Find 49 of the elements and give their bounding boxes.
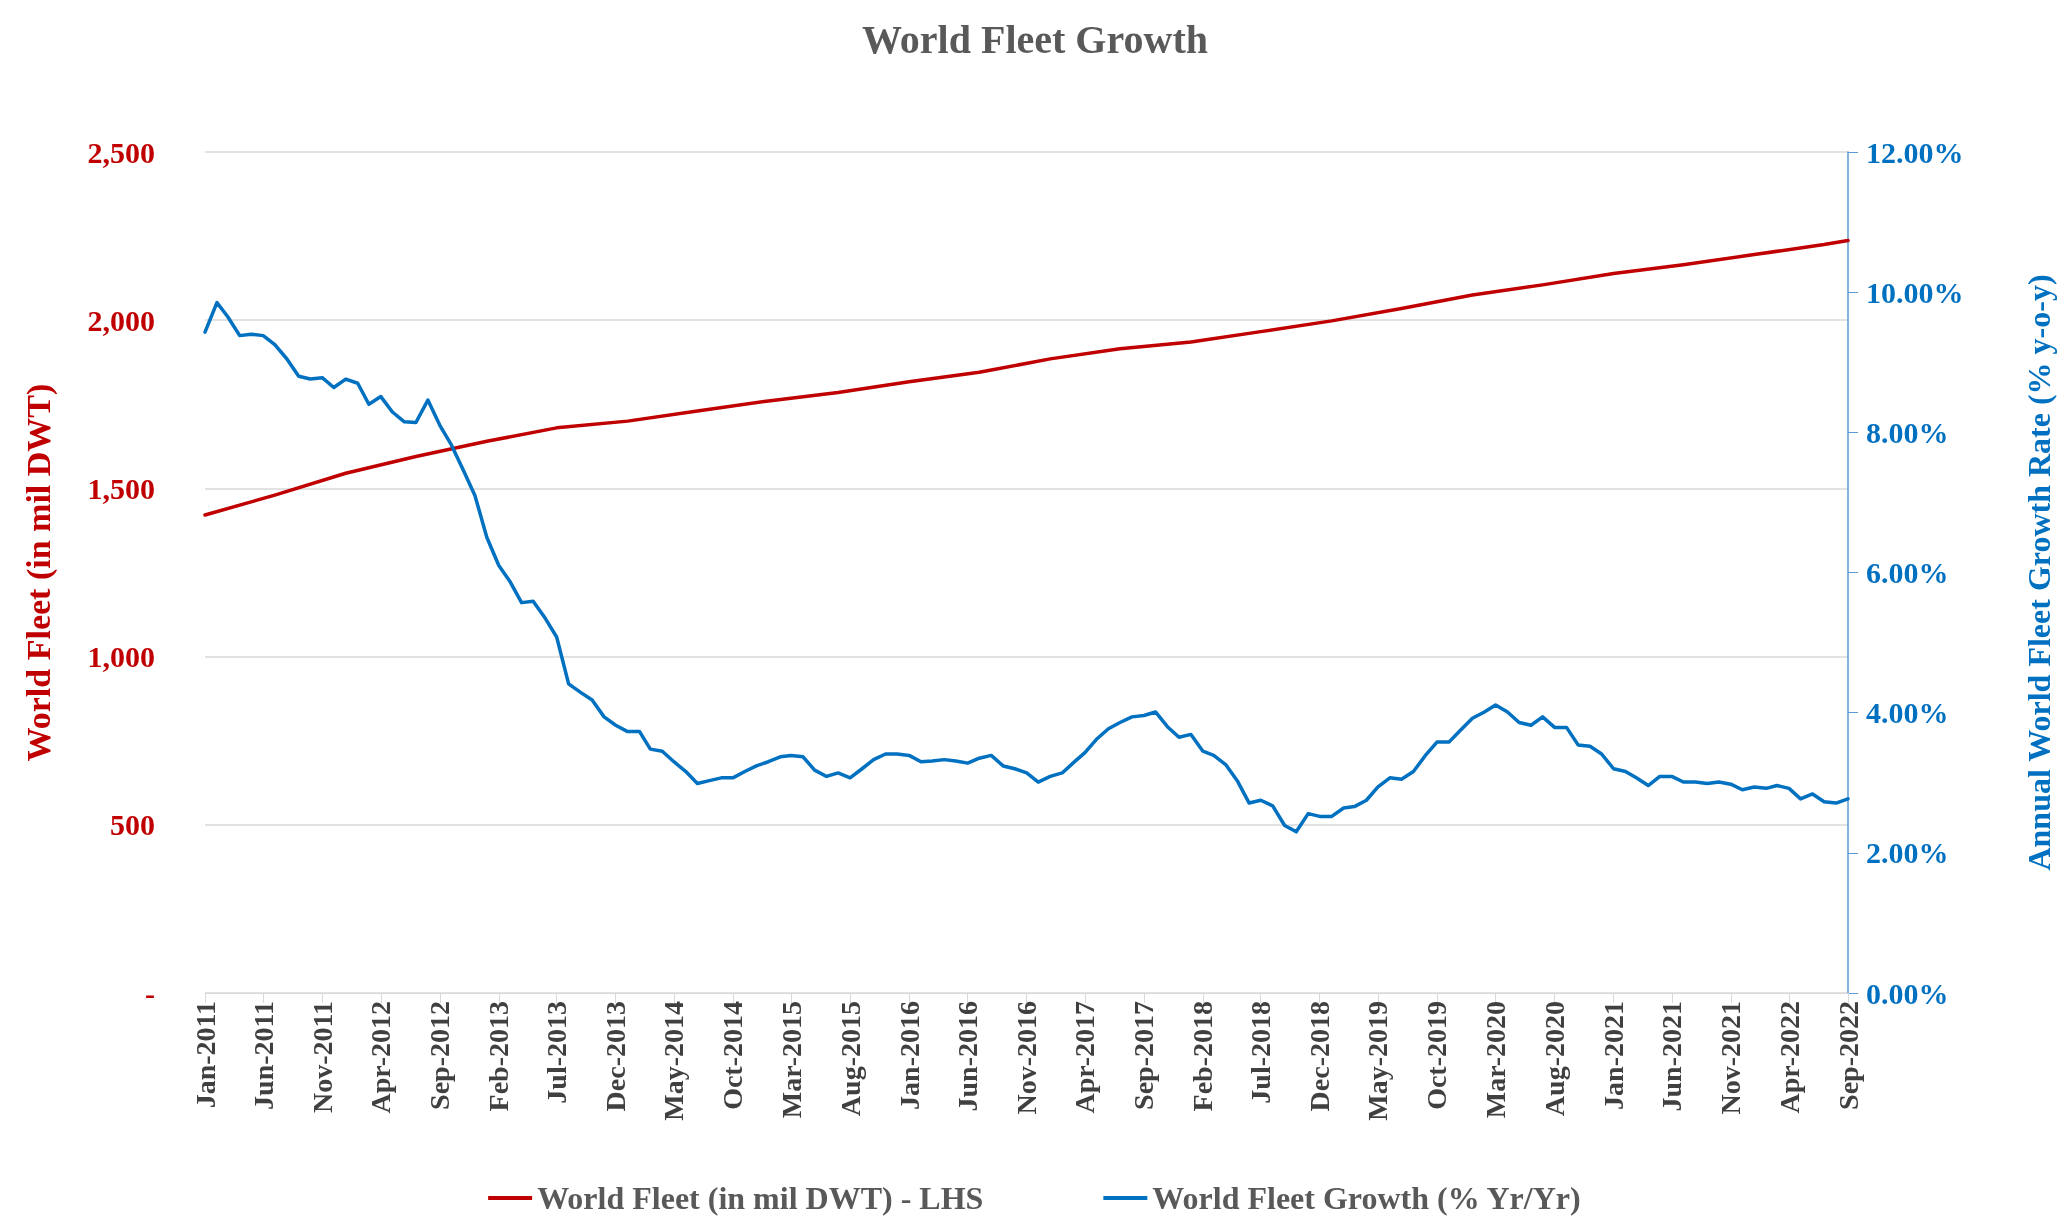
x-tick-label: Jan-2016 xyxy=(893,1001,925,1110)
y2-tick-label: 0.00% xyxy=(1866,976,1949,1010)
x-tick-label: Nov-2016 xyxy=(1011,1001,1043,1115)
x-tick-label: Feb-2018 xyxy=(1187,1001,1219,1112)
y-tick-label: 2,500 xyxy=(87,135,155,169)
chart-title: World Fleet Growth xyxy=(862,16,1208,62)
y2-tick-label: 6.00% xyxy=(1866,556,1949,589)
y-tick-label: - xyxy=(145,976,155,1010)
x-tick-label: Nov-2011 xyxy=(306,1001,338,1113)
x-tick-label: Oct-2019 xyxy=(1421,1001,1453,1110)
legend-label: World Fleet (in mil DWT) - LHS xyxy=(537,1180,984,1216)
y-tick-label: 2,000 xyxy=(87,303,155,337)
x-tick-label: Jun-2011 xyxy=(247,1001,279,1110)
x-tick-label: Sep-2012 xyxy=(424,1001,456,1110)
y-axis-title: World Fleet (in mil DWT) xyxy=(19,383,58,762)
x-tick-label: Jul-2018 xyxy=(1245,1001,1277,1104)
x-tick-label: Jan-2021 xyxy=(1598,1001,1630,1110)
line-series xyxy=(203,238,1850,517)
x-tick-label: Jan-2011 xyxy=(189,1001,221,1109)
x-tick-label: Jul-2013 xyxy=(541,1001,573,1104)
x-tick-label: Dec-2018 xyxy=(1304,1001,1336,1112)
x-tick-label: Sep-2017 xyxy=(1128,1001,1160,1110)
y-tick-label: 1,500 xyxy=(87,471,155,505)
x-tick-label: Apr-2012 xyxy=(365,1001,397,1114)
x-tick-label: May-2014 xyxy=(658,1001,690,1121)
x-tick-label: Feb-2013 xyxy=(483,1001,515,1112)
y2-tick-label: 12.00% xyxy=(1866,135,1964,169)
y2-axis-title: Annual World Fleet Growth Rate (% y-o-y) xyxy=(2021,274,2057,871)
x-tick-label: Jun-2021 xyxy=(1656,1001,1688,1112)
y2-tick-label: 10.00% xyxy=(1866,275,1964,309)
x-tick-label: Apr-2022 xyxy=(1773,1001,1805,1114)
x-tick-label: Aug-2020 xyxy=(1539,1001,1571,1117)
x-tick-label: Mar-2020 xyxy=(1480,1001,1512,1119)
x-tick-label: Sep-2022 xyxy=(1832,1001,1864,1110)
y-tick-label: 500 xyxy=(110,808,155,842)
x-tick-label: Aug-2015 xyxy=(834,1001,866,1117)
y-tick-label: 1,000 xyxy=(87,640,155,674)
x-tick-label: Oct-2014 xyxy=(717,1001,749,1110)
y2-tick-label: 4.00% xyxy=(1866,696,1949,730)
x-tick-label: Jun-2016 xyxy=(952,1001,984,1112)
x-tick-label: Nov-2021 xyxy=(1715,1001,1747,1115)
x-tick-label: Apr-2017 xyxy=(1069,1001,1101,1114)
line-series xyxy=(203,300,1850,834)
y2-tick-label: 8.00% xyxy=(1866,415,1949,449)
x-tick-label: Dec-2013 xyxy=(600,1001,632,1112)
legend-label: World Fleet Growth (% Yr/Yr) xyxy=(1152,1180,1581,1216)
x-tick-label: Mar-2015 xyxy=(775,1001,807,1119)
y2-tick-label: 2.00% xyxy=(1866,836,1949,870)
x-tick-label: May-2019 xyxy=(1362,1001,1394,1121)
